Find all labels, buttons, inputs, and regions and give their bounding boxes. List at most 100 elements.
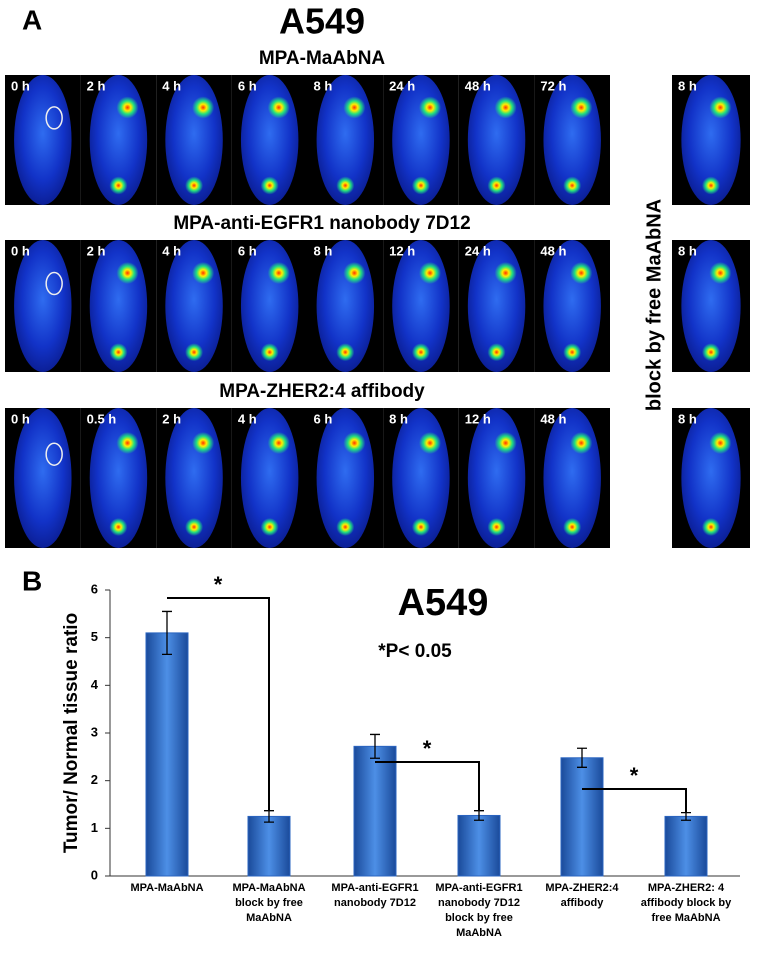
bar (353, 745, 397, 877)
signal (343, 262, 366, 284)
signal (709, 96, 732, 119)
time-label: 6 h (238, 78, 257, 93)
signal (116, 432, 139, 454)
x-tick-label-line: MaAbNA (246, 912, 292, 924)
signal (411, 176, 430, 195)
bar (247, 815, 291, 877)
x-tick-label-line: MPA-MaAbNA (232, 882, 305, 894)
signal (702, 518, 720, 536)
error-bar (577, 747, 587, 768)
signal (487, 518, 506, 536)
signal (494, 432, 517, 454)
signal (185, 343, 204, 362)
error-bar (370, 733, 380, 759)
signal (336, 176, 355, 195)
x-tick-label-line: MaAbNA (456, 927, 502, 939)
time-label: 8 h (314, 243, 333, 258)
x-tick-label-line: free MaAbNA (651, 912, 720, 924)
x-tick-label: MPA-anti-EGFR1 nanobody 7D12 block by free… (435, 882, 522, 939)
x-tick-label-line: MPA-MaAbNA (130, 882, 203, 894)
significance-mark: * (423, 736, 432, 761)
signal (419, 432, 442, 454)
time-label: 6 h (238, 243, 257, 258)
time-label: 0 h (11, 411, 30, 426)
signal (192, 432, 215, 454)
signal (494, 96, 517, 119)
x-tick-label-line: nanobody 7D12 (334, 897, 416, 909)
y-tick-label: 1 (91, 820, 98, 835)
signal (260, 343, 279, 362)
mouse-body (14, 75, 72, 205)
panel-label: B (22, 565, 42, 596)
x-tick-label-line: block by free (235, 897, 303, 909)
signal (702, 343, 720, 362)
signal (411, 343, 430, 362)
signal (411, 518, 430, 536)
signal (192, 96, 215, 119)
x-tick-label-line: block by free (445, 912, 513, 924)
y-tick-label: 6 (91, 581, 98, 596)
time-label: 8 h (678, 243, 697, 258)
signal (109, 518, 128, 536)
signal (192, 262, 215, 284)
x-tick-label-line: MPA-anti-EGFR1 (331, 882, 418, 894)
roi (45, 106, 63, 130)
row-title: MPA-ZHER2:4 affibody (219, 381, 425, 402)
bar (560, 757, 604, 877)
significance-bracket (582, 788, 687, 813)
signal (343, 96, 366, 119)
x-tick-label: MPA-MaAbNA block by free MaAbNA (232, 882, 305, 924)
bar (457, 814, 501, 877)
signal (336, 343, 355, 362)
y-axis-label: Tumor/ Normal tissue ratio (61, 613, 82, 853)
signal (116, 262, 139, 284)
signal (109, 343, 128, 362)
signal (570, 432, 593, 454)
signal (570, 262, 593, 284)
time-label: 0 h (11, 78, 30, 93)
time-label: 8 h (314, 78, 333, 93)
y-tick-label: 4 (91, 677, 99, 692)
signal (563, 176, 582, 195)
signal (487, 176, 506, 195)
signal (185, 176, 204, 195)
time-label: 8 h (678, 411, 697, 426)
significance-mark: * (214, 572, 223, 597)
panel-label: A (22, 4, 42, 35)
signal (260, 518, 279, 536)
error-bar (162, 610, 172, 655)
x-tick-label-line: affibody (561, 897, 605, 909)
signal (419, 262, 442, 284)
chart-title: A549 (398, 582, 489, 624)
time-label: 4 h (238, 411, 257, 426)
y-tick-label: 0 (91, 867, 98, 882)
error-bar (474, 810, 484, 821)
signal (116, 96, 139, 119)
x-tick-label-line: nanobody 7D12 (438, 897, 520, 909)
time-label: 12 h (465, 411, 491, 426)
time-label: 48 h (465, 78, 491, 93)
time-label: 2 h (87, 243, 106, 258)
block-label: block by free MaAbNA (643, 199, 665, 411)
time-label: 12 h (389, 243, 415, 258)
significance-bracket (167, 597, 270, 811)
signal (494, 262, 517, 284)
roi (45, 442, 63, 466)
error-bar (264, 810, 274, 823)
signal (570, 96, 593, 119)
signal (267, 262, 290, 284)
time-label: 24 h (389, 78, 415, 93)
mouse-body (14, 408, 72, 548)
time-label: 2 h (87, 78, 106, 93)
roi (45, 271, 63, 296)
time-label: 4 h (162, 78, 181, 93)
time-label: 72 h (540, 78, 566, 93)
signal (343, 432, 366, 454)
x-tick-label-line: affibody block by (641, 897, 732, 909)
bar (664, 815, 708, 877)
time-label: 0.5 h (87, 411, 117, 426)
row-title: MPA-MaAbNA (259, 48, 386, 69)
signal (267, 96, 290, 119)
signal (709, 262, 732, 284)
